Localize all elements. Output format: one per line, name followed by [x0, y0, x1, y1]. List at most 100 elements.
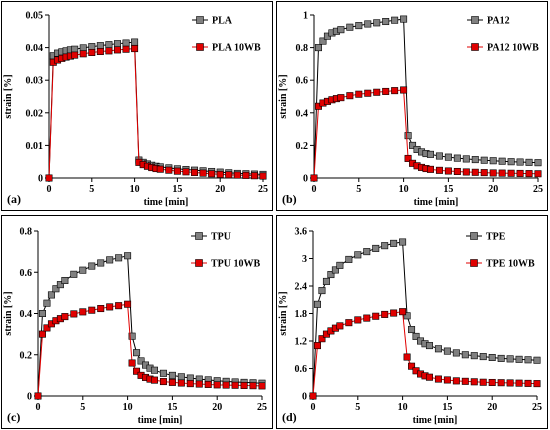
data-point: [471, 156, 479, 164]
data-point: [373, 19, 381, 27]
data-point: [381, 242, 389, 250]
data-point: [318, 287, 326, 295]
data-point: [314, 44, 322, 52]
data-point: [480, 156, 488, 164]
data-point: [372, 244, 380, 252]
data-point: [173, 167, 181, 175]
x-tick-label: 10: [130, 184, 140, 195]
y-tick-label: 3: [302, 254, 307, 265]
data-point: [309, 392, 317, 400]
series-tpe: [309, 238, 541, 400]
data-point: [373, 88, 381, 96]
data-point: [71, 45, 79, 53]
data-point: [159, 378, 167, 386]
data-point: [249, 382, 257, 390]
data-point: [425, 342, 433, 350]
data-point: [409, 141, 417, 149]
data-point: [79, 266, 87, 274]
x-tick-label: 0: [311, 402, 316, 413]
legend-marker: [196, 16, 204, 24]
data-point: [225, 171, 233, 179]
data-point: [363, 314, 371, 322]
data-point: [133, 367, 141, 375]
x-axis-label: time [min]: [413, 415, 458, 426]
data-point: [525, 158, 533, 166]
data-point: [345, 319, 353, 327]
data-point: [444, 153, 452, 161]
data-point: [131, 45, 139, 53]
y-tick-label: 0: [303, 174, 308, 185]
panel-label: (a): [7, 192, 21, 206]
panel-label: (b): [282, 192, 297, 206]
y-tick-label: 0.03: [26, 76, 44, 87]
data-point: [242, 171, 250, 179]
data-point: [199, 169, 207, 177]
legend-marker: [196, 43, 204, 51]
data-point: [34, 392, 42, 400]
data-point: [105, 47, 113, 55]
data-point: [404, 154, 412, 162]
data-point: [97, 259, 105, 267]
y-axis-label: strain [%]: [3, 74, 14, 118]
data-point: [177, 379, 185, 387]
data-point: [159, 369, 167, 377]
data-point: [213, 381, 221, 389]
data-point: [346, 23, 354, 31]
data-point: [182, 168, 190, 176]
data-point: [79, 44, 87, 52]
y-tick-label: 0.4: [20, 309, 33, 320]
data-point: [479, 378, 487, 386]
y-tick-label: 0.2: [20, 350, 33, 361]
y-tick-label: 0.6: [296, 76, 309, 87]
y-tick-label: 0.8: [20, 227, 33, 238]
data-point: [259, 172, 267, 180]
data-point: [408, 362, 416, 370]
data-point: [150, 366, 158, 374]
data-point: [222, 381, 230, 389]
data-point: [488, 378, 496, 386]
data-point: [336, 322, 344, 330]
data-point: [534, 170, 542, 178]
data-point: [165, 166, 173, 174]
data-point: [403, 353, 411, 361]
x-tick-label: 5: [89, 184, 94, 195]
legend-label: PLA 10WB: [212, 43, 261, 54]
legend-label: PA12: [487, 16, 510, 27]
legend-label: TPU: [211, 232, 231, 243]
data-point: [106, 256, 114, 264]
data-point: [115, 254, 123, 262]
data-point: [337, 94, 345, 102]
data-point: [444, 167, 452, 175]
y-axis-label: strain [%]: [278, 74, 289, 118]
series-pa12: [310, 15, 542, 182]
series-tpu: [34, 252, 266, 400]
legend-label: PA12 10WB: [487, 43, 539, 54]
data-point: [52, 285, 60, 293]
data-point: [38, 330, 46, 338]
data-point: [435, 152, 443, 160]
data-point: [322, 277, 330, 285]
data-point: [516, 158, 524, 166]
y-tick-label: 1: [303, 11, 308, 22]
data-point: [337, 26, 345, 34]
data-point: [88, 48, 96, 56]
data-point: [70, 310, 78, 318]
data-point: [400, 15, 408, 23]
series-tpu-10wb: [34, 300, 266, 400]
data-point: [461, 351, 469, 359]
data-point: [313, 300, 321, 308]
legend-marker: [195, 232, 203, 240]
x-tick-label: 20: [215, 184, 225, 195]
data-point: [470, 378, 478, 386]
data-point: [364, 20, 372, 28]
data-point: [318, 335, 326, 343]
x-tick-label: 25: [533, 184, 543, 195]
data-point: [533, 356, 541, 364]
data-point: [240, 381, 248, 389]
data-point: [208, 170, 216, 178]
legend-marker: [470, 259, 478, 267]
x-tick-label: 15: [172, 184, 182, 195]
x-tick-label: 15: [442, 402, 452, 413]
x-tick-label: 0: [312, 184, 317, 195]
data-point: [426, 165, 434, 173]
